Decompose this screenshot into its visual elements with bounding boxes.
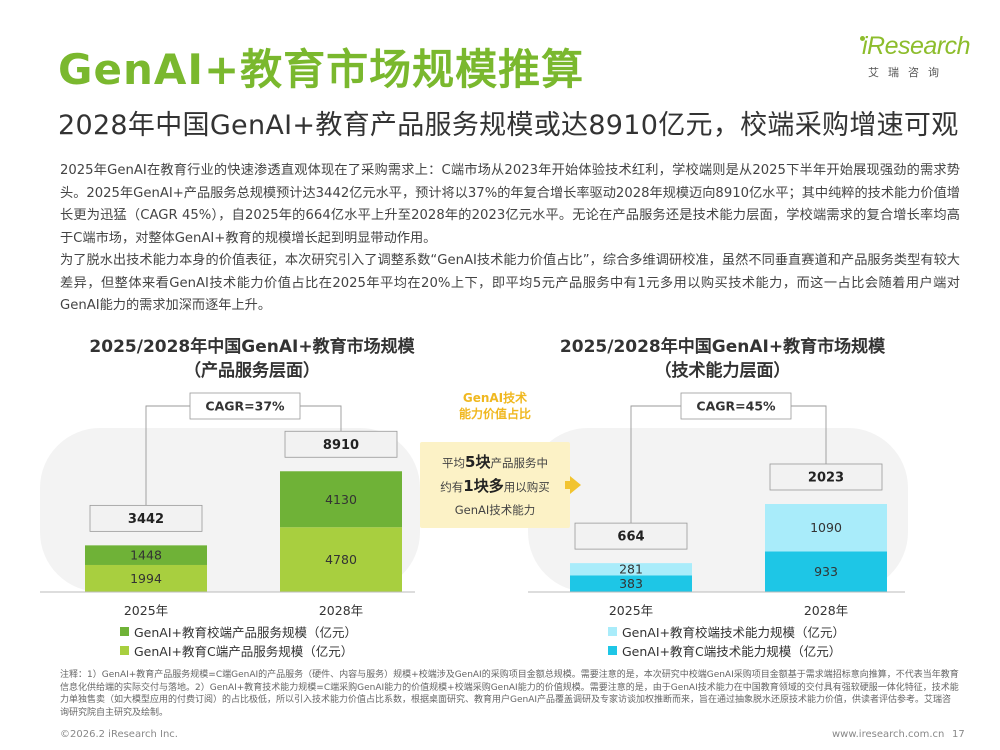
legend-swatch-icon [120,627,129,636]
tech-share-callout-title: GenAI技术 能力价值占比 [430,390,560,422]
right-bar-label-c-1: 933 [814,564,838,579]
summary-paragraph-2: 为了脱水出技术能力本身的价值表征，本次研究引入了调整系数“GenAI技术能力价值… [60,253,960,313]
legend-item-right-school: GenAI+教育校端技术能力规模（亿元） [608,622,845,641]
logo-wordmark: iResearch [862,32,971,60]
right-bar-label-c-0: 383 [619,576,643,591]
right-category-label-0: 2025年 [609,603,653,618]
callout-arrow-stem [565,481,571,489]
right-bar-school-1 [765,503,887,552]
legend-label: GenAI+教育校端技术能力规模（亿元） [622,625,846,640]
left-bar-label-school-1: 4130 [325,492,357,507]
summary-paragraph-1: 2025年GenAI在教育行业的快速渗透直观体现在了采购需求上：C端市场从202… [60,163,960,246]
left-category-label-0: 2025年 [124,603,168,618]
logo-dot [860,36,865,41]
left-bar-school-1 [280,471,402,528]
legend-item-left-school: GenAI+教育校端产品服务规模（亿元） [120,622,357,641]
right-total-box-0 [574,522,688,550]
left-chart-title: 2025/2028年中国GenAI+教育市场规模 （产品服务层面） [62,335,442,383]
callout-title-line1: GenAI技术 [462,391,528,405]
right-bar-label-school-1: 1090 [810,520,842,535]
tech-share-callout-box: 平均5块产品服务中 约有1块多用以购买 GenAI技术能力 [420,442,570,528]
left-bar-label-c-0: 1994 [130,571,162,586]
legend-item-right-c: GenAI+教育C端技术能力规模（亿元） [608,641,845,660]
legend-swatch-icon [608,627,617,636]
legend-swatch-icon [608,646,617,655]
website-link[interactable]: www.iresearch.com.cn [832,729,945,740]
right-bar-label-school-0: 281 [619,562,643,577]
page-title: GenAI+教育市场规模推算 [58,45,585,94]
footnote: 注释：1）GenAI+教育产品服务规模=C端GenAI的产品服务（硬件、内容与服… [60,670,959,718]
left-cagr-box [189,392,301,420]
left-bar-label-c-1: 4780 [325,552,357,567]
page-subtitle: 2028年中国GenAI+教育产品服务规模或达8910亿元，校端采购增速可观 [58,110,959,141]
left-bar-school-0 [85,545,207,565]
right-category-label-1: 2028年 [804,603,848,618]
left-bar-c-1 [280,527,402,592]
callout-line-1: 平均5块产品服务中 [442,453,548,471]
right-chart-title-line1: 2025/2028年中国GenAI+教育市场规模 [559,337,886,357]
callout-arrow-icon [570,476,581,494]
left-cagr-label: CAGR=37% [205,399,285,414]
right-total-box-1 [769,463,883,491]
left-category-label-1: 2028年 [319,603,363,618]
left-bar-c-0 [85,564,207,592]
left-total-label-1: 8910 [323,438,359,453]
legend-item-left-c: GenAI+教育C端产品服务规模（亿元） [120,641,357,660]
copyright: ©2026.2 iResearch Inc. [60,729,178,740]
logo-subtitle: 艾瑞咨询 [868,66,948,79]
callout-line-3: GenAI技术能力 [454,503,536,517]
left-chart-legend: GenAI+教育校端产品服务规模（亿元） GenAI+教育C端产品服务规模（亿元… [120,622,357,660]
right-total-label-1: 2023 [808,470,844,485]
left-chart-title-line1: 2025/2028年中国GenAI+教育市场规模 [89,337,415,357]
legend-label: GenAI+教育校端产品服务规模（亿元） [134,625,358,640]
right-cagr-label: CAGR=45% [696,399,776,414]
page-number: 17 [952,729,965,740]
right-bar-c-0 [570,575,692,592]
iresearch-logo: iResearch 艾瑞咨询 [858,24,971,86]
right-cagr-box [680,392,792,420]
right-chart-title-line2: （技术能力层面） [654,361,791,381]
legend-label: GenAI+教育C端技术能力规模（亿元） [622,644,842,659]
left-total-box-1 [284,430,398,458]
callout-line-2: 约有1块多用以购买 [440,477,550,495]
left-total-box-0 [89,504,203,532]
right-chart-legend: GenAI+教育校端技术能力规模（亿元） GenAI+教育C端技术能力规模（亿元… [608,622,845,660]
right-bar-c-1 [765,551,887,592]
legend-swatch-icon [120,646,129,655]
right-total-label-0: 664 [617,530,644,545]
callout-title-line2: 能力价值占比 [458,407,531,421]
right-chart-title: 2025/2028年中国GenAI+教育市场规模 （技术能力层面） [525,335,920,383]
left-total-label-0: 3442 [128,512,164,527]
left-bar-label-school-0: 1448 [130,548,162,563]
right-bar-school-0 [570,563,692,576]
legend-label: GenAI+教育C端产品服务规模（亿元） [134,644,354,659]
summary-text: 2025年GenAI在教育行业的快速渗透直观体现在了采购需求上：C端市场从202… [60,160,960,318]
left-chart-title-line2: （产品服务层面） [184,361,320,381]
